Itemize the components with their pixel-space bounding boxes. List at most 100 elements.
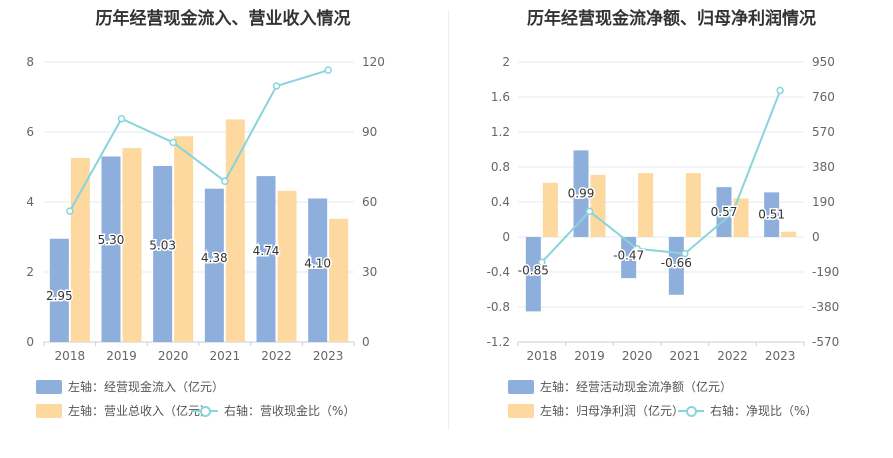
y-left-tick-label: -0.4 — [487, 265, 510, 279]
data-label-halo: 0.51 — [758, 208, 785, 222]
bar-series-2 — [590, 174, 606, 237]
line-point — [538, 258, 546, 266]
line-point — [585, 207, 594, 216]
legend-label: 左轴：归母净利润（亿元） — [540, 404, 685, 418]
y-right-tick-label: -190 — [812, 265, 839, 279]
y-left-tick-label: 0.4 — [491, 195, 510, 209]
y-left-tick-label: 8 — [26, 55, 34, 69]
panel-divider — [448, 10, 449, 430]
x-tick-label: 2019 — [574, 349, 605, 363]
data-label-halo: 5.30 — [98, 233, 125, 247]
data-label-halo: 4.74 — [253, 244, 280, 258]
x-tick-label: 2018 — [527, 349, 558, 363]
bar-series-2 — [685, 173, 701, 237]
x-tick-label: 2018 — [55, 349, 86, 363]
bar-series-1 — [256, 176, 276, 342]
y-left-tick-label: -0.8 — [487, 300, 510, 314]
legend-label: 右轴：营收现金比（%） — [224, 404, 356, 418]
bar-series-1 — [101, 156, 121, 342]
line-point — [324, 66, 332, 74]
legend-line-icon — [192, 404, 218, 418]
legend-item[interactable]: 右轴：净现比（%） — [678, 402, 817, 419]
data-label: 5.30 — [98, 233, 125, 247]
chart-left-svg: 0 2 4 6 8 0 30 60 90 120 2018 2019 2020 2021 2022 2023 2… — [26, 55, 385, 363]
legend-item[interactable]: 左轴：归母净利润（亿元） — [508, 402, 684, 419]
line-point — [728, 209, 737, 217]
line-series — [68, 69, 329, 212]
y-right-tick-label: 0 — [812, 230, 820, 244]
data-label: -0.85 — [518, 263, 549, 277]
legend-swatch — [36, 403, 62, 418]
chart-panel-right: 历年经营现金流净额、归母净利润情况 -1.2 -0.8 -0.4 0 0.4 0.8 1.2… — [450, 0, 893, 458]
x-tick-label: 2019 — [106, 349, 137, 363]
legend-label: 左轴：经营现金流入（亿元） — [68, 380, 225, 394]
bar-series-1 — [308, 198, 328, 342]
legend-label: 左轴：经营活动现金流净额（亿元） — [540, 380, 733, 394]
y-left-tick-label: 2 — [26, 265, 34, 279]
x-tick-label: 2020 — [622, 349, 653, 363]
legend-swatch — [508, 379, 534, 394]
data-label-halo: 4.10 — [304, 257, 331, 271]
bar-series-1 — [525, 237, 541, 312]
y-left-tick-label: 4 — [26, 195, 34, 209]
legend-item[interactable]: 左轴：营业总收入（亿元） — [36, 402, 212, 419]
data-label: 2.95 — [46, 289, 73, 303]
y-left-tick-label: 0 — [502, 230, 510, 244]
line-series — [541, 90, 782, 263]
legend-item[interactable]: 左轴：经营现金流入（亿元） — [36, 378, 224, 395]
data-label-halo: 4.38 — [201, 251, 228, 265]
x-tick-label: 2022 — [261, 349, 292, 363]
chart-panel-left: 历年经营现金流入、营业收入情况 0 2 4 6 8 0 30 60 90 120 2018 2019 2… — [0, 0, 446, 458]
data-label-halo: -0.47 — [613, 249, 644, 263]
bar-series-1 — [204, 188, 224, 342]
data-label: 4.74 — [253, 244, 280, 258]
y-left-tick-label: 6 — [26, 125, 34, 139]
data-label-halo: 2.95 — [46, 289, 73, 303]
y-right-tick-label: -570 — [812, 335, 839, 349]
y-left-tick-label: 1.2 — [491, 125, 510, 139]
x-tick-label: 2023 — [765, 349, 796, 363]
y-right-tick-label: 30 — [362, 265, 377, 279]
bar-series-1 — [621, 237, 637, 279]
data-label: 0.99 — [568, 187, 595, 201]
y-left-tick-label: 0.8 — [491, 160, 510, 174]
y-right-tick-label: 570 — [812, 125, 835, 139]
legend-line-icon — [678, 404, 704, 418]
line-point — [221, 177, 229, 185]
bar-series-2 — [781, 231, 797, 237]
line-point — [681, 249, 689, 258]
data-label: 0.57 — [711, 205, 738, 219]
bar-series-2 — [329, 218, 349, 342]
bar-series-2 — [277, 190, 297, 342]
y-right-tick-label: 90 — [362, 125, 377, 139]
line-point — [776, 86, 784, 95]
bar-series-2 — [174, 136, 194, 342]
data-label-halo: 0.57 — [711, 205, 738, 219]
bar-series-2 — [542, 182, 558, 237]
x-tick-label: 2021 — [210, 349, 241, 363]
y-right-tick-label: 60 — [362, 195, 377, 209]
y-left-tick-label: 1.6 — [491, 90, 510, 104]
legend-item[interactable]: 右轴：营收现金比（%） — [192, 402, 355, 419]
y-left-tick-label: -1.2 — [487, 335, 510, 349]
y-right-tick-label: 380 — [812, 160, 835, 174]
bar-series-1 — [153, 165, 173, 342]
data-label: 4.38 — [201, 251, 228, 265]
legend-swatch — [508, 403, 534, 418]
data-label-halo: 5.03 — [149, 238, 176, 252]
data-label-halo: 0.99 — [568, 187, 595, 201]
line-point — [272, 82, 281, 90]
y-left-tick-label: 2 — [502, 55, 510, 69]
x-tick-label: 2020 — [158, 349, 189, 363]
data-label-halo: -0.66 — [661, 256, 692, 270]
bar-series-1 — [764, 192, 780, 237]
y-right-tick-label: 190 — [812, 195, 835, 209]
bar-series-2 — [122, 148, 142, 342]
data-label: 4.10 — [304, 257, 331, 271]
bar-series-1 — [49, 238, 69, 342]
x-tick-label: 2022 — [717, 349, 748, 363]
bar-series-2 — [70, 157, 90, 342]
legend-swatch — [36, 379, 62, 394]
legend-item[interactable]: 左轴：经营活动现金流净额（亿元） — [508, 378, 732, 395]
